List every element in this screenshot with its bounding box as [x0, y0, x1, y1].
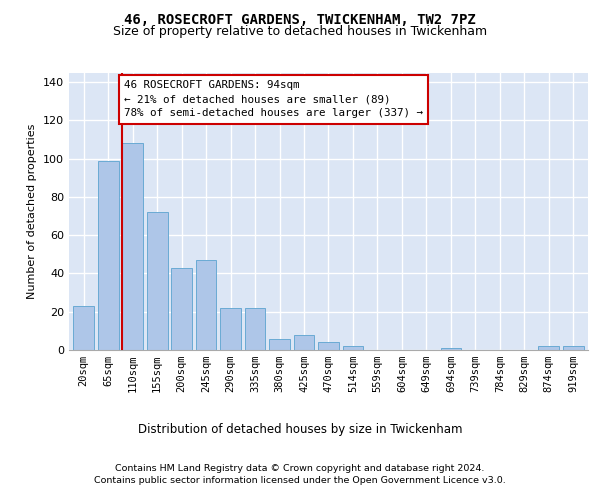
Text: Contains public sector information licensed under the Open Government Licence v3: Contains public sector information licen… — [94, 476, 506, 485]
Bar — [538, 346, 559, 350]
Bar — [122, 144, 143, 350]
Bar — [440, 348, 461, 350]
Bar — [220, 308, 241, 350]
Bar — [269, 338, 290, 350]
Bar — [563, 346, 584, 350]
Bar — [343, 346, 364, 350]
Text: 46 ROSECROFT GARDENS: 94sqm
← 21% of detached houses are smaller (89)
78% of sem: 46 ROSECROFT GARDENS: 94sqm ← 21% of det… — [124, 80, 423, 118]
Bar — [147, 212, 167, 350]
Text: Size of property relative to detached houses in Twickenham: Size of property relative to detached ho… — [113, 25, 487, 38]
Y-axis label: Number of detached properties: Number of detached properties — [28, 124, 37, 299]
Text: Contains HM Land Registry data © Crown copyright and database right 2024.: Contains HM Land Registry data © Crown c… — [115, 464, 485, 473]
Bar — [293, 334, 314, 350]
Bar — [245, 308, 265, 350]
Bar — [98, 160, 119, 350]
Text: Distribution of detached houses by size in Twickenham: Distribution of detached houses by size … — [138, 422, 462, 436]
Bar — [73, 306, 94, 350]
Bar — [318, 342, 339, 350]
Bar — [171, 268, 192, 350]
Text: 46, ROSECROFT GARDENS, TWICKENHAM, TW2 7PZ: 46, ROSECROFT GARDENS, TWICKENHAM, TW2 7… — [124, 12, 476, 26]
Bar — [196, 260, 217, 350]
